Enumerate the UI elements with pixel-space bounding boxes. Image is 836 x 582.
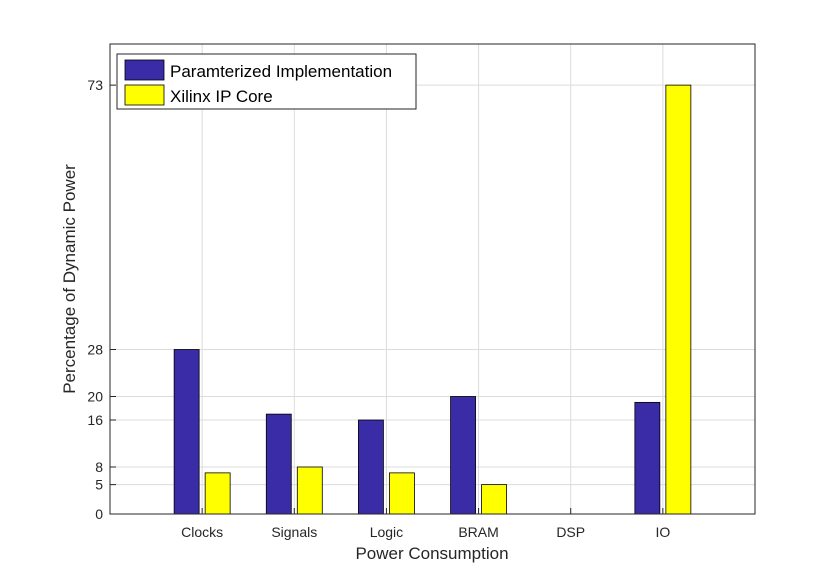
bars (173, 84, 692, 515)
bar-paramterized-clocks (173, 349, 200, 515)
legend-swatch-paramterized (124, 59, 165, 81)
axis-ticks: Clocks Signals Logic BRAM DSP IO 0 5 8 16 20 28 73 (87, 77, 670, 540)
x-tick-label: Clocks (181, 524, 223, 540)
bar-paramterized-logic (358, 419, 384, 515)
y-axis-title: Percentage of Dynamic Power (60, 164, 79, 394)
bar-xilinx-io (665, 84, 692, 515)
x-tick-label: DSP (556, 524, 585, 540)
y-tick-label: 20 (87, 389, 103, 405)
bar-paramterized-signals (265, 413, 292, 515)
y-tick-label: 16 (87, 412, 103, 428)
bar-xilinx-logic (389, 472, 415, 515)
x-tick-label: IO (655, 524, 670, 540)
legend-box (116, 53, 417, 110)
bar-paramterized-io (634, 401, 661, 515)
y-tick-label: 73 (87, 77, 103, 93)
legend-label-paramterized: Paramterized Implementation (170, 62, 392, 81)
legend: Paramterized Implementation Xilinx IP Co… (116, 53, 417, 110)
legend-label-xilinx: Xilinx IP Core (170, 87, 273, 106)
plot-frame (109, 43, 756, 515)
x-tick-label: Signals (271, 524, 317, 540)
y-tick-label: 28 (87, 342, 103, 358)
y-tick-label: 8 (95, 459, 103, 475)
y-tick-label: 5 (95, 477, 103, 493)
y-tick-label: 0 (95, 506, 103, 522)
bar-xilinx-signals (296, 466, 323, 515)
bar-xilinx-clocks (204, 472, 231, 515)
bar-paramterized-bram (450, 396, 476, 515)
x-axis-title: Power Consumption (355, 544, 508, 563)
legend-swatch-xilinx (124, 84, 165, 106)
x-tick-label: BRAM (458, 524, 498, 540)
bar-xilinx-bram (481, 484, 507, 515)
x-tick-label: Logic (370, 524, 403, 540)
